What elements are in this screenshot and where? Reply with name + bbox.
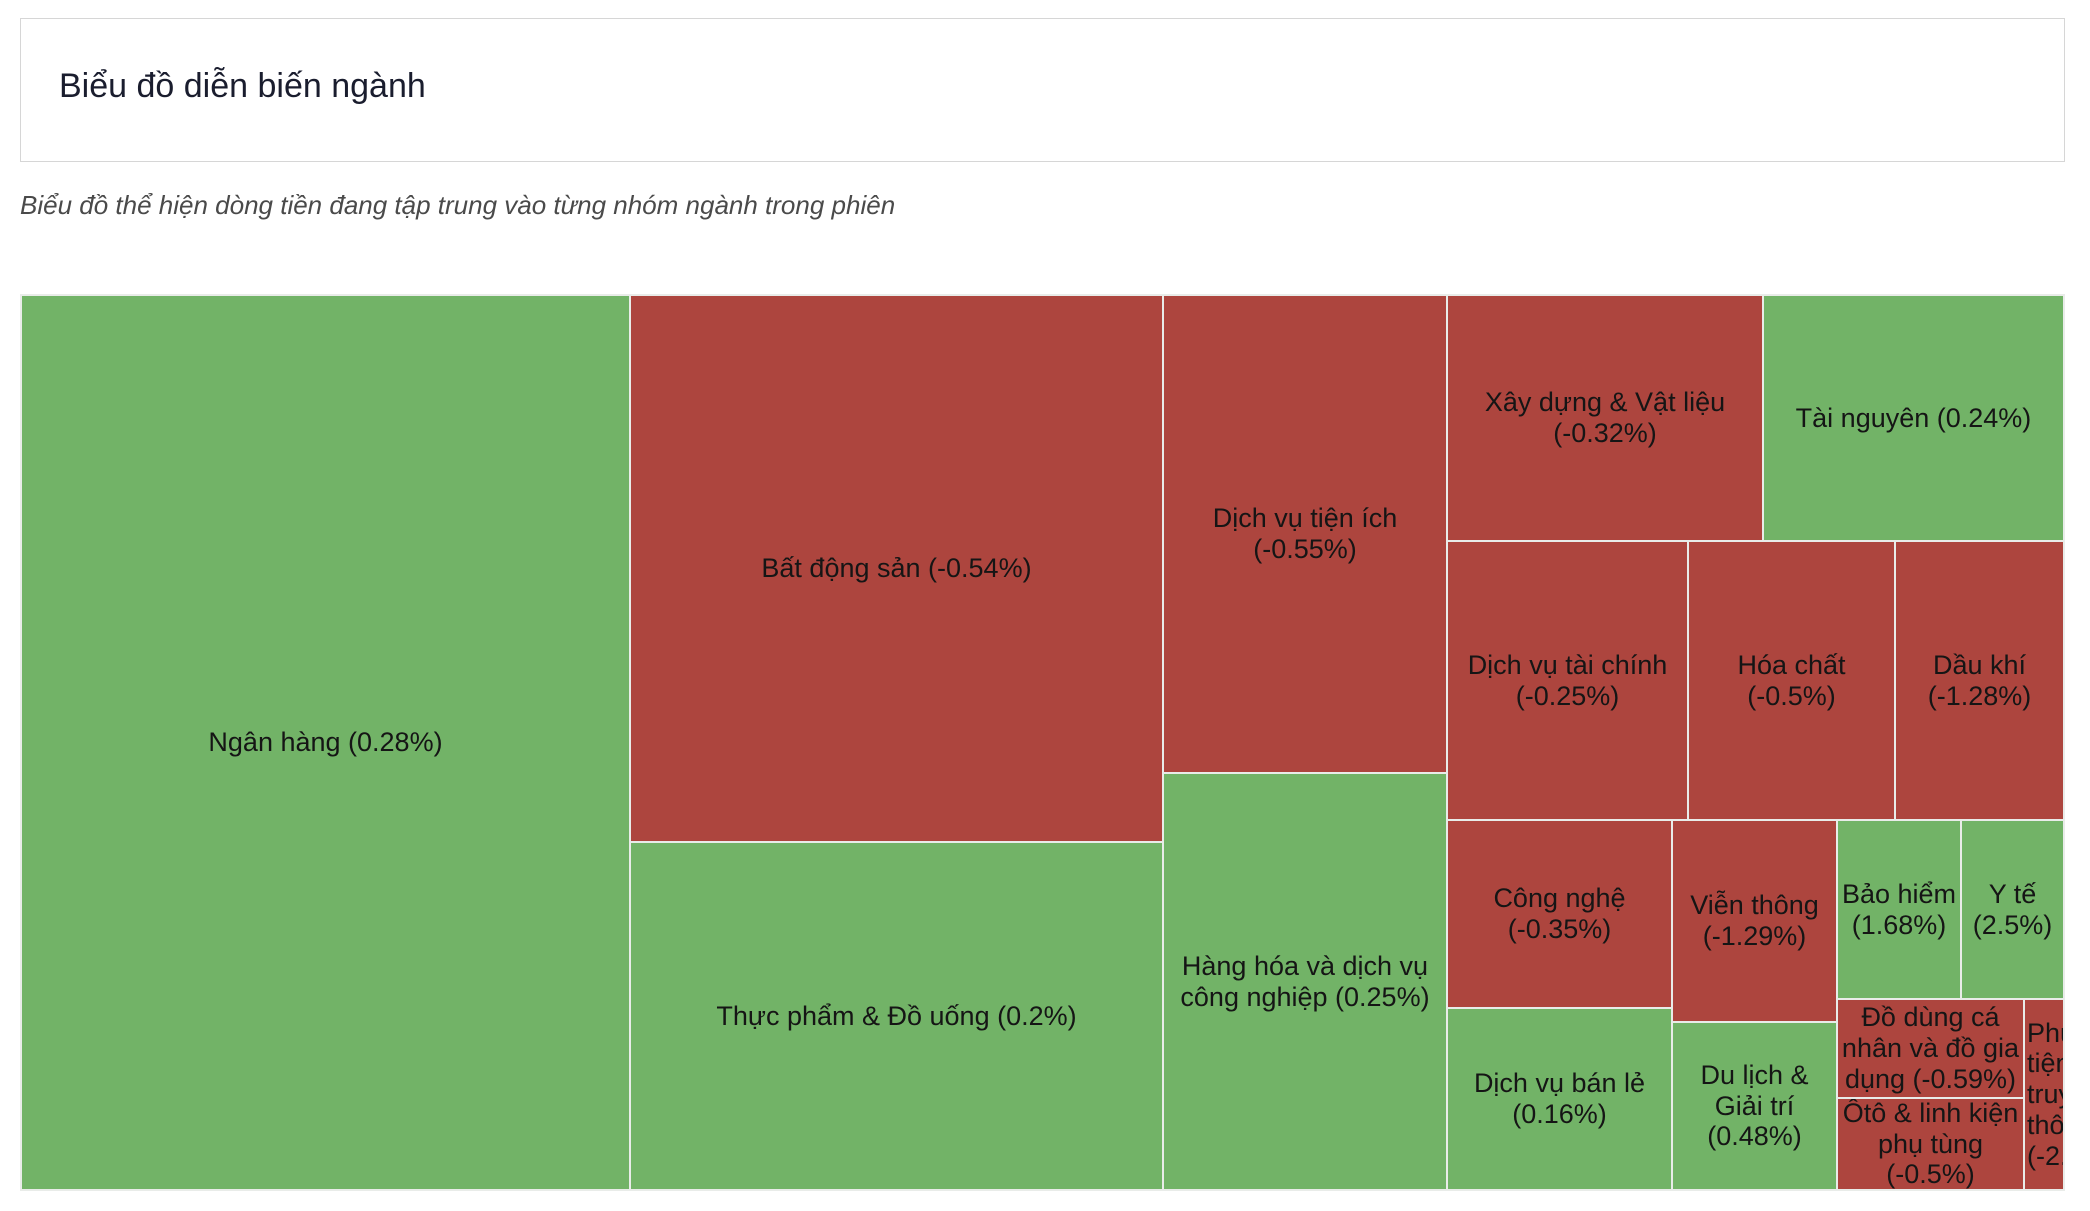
- chart-header-box: Biểu đồ diễn biến ngành: [20, 18, 2065, 162]
- tile-label-hoa-chat: Hóa chất (-0.5%): [1737, 649, 1846, 711]
- sector-treemap: Ngân hàng (0.28%) Bất động sản (-0.54%) …: [20, 294, 2065, 1191]
- tile-vien-thong[interactable]: Viễn thông (-1.29%): [1671, 819, 1838, 1023]
- tile-ngan-hang[interactable]: Ngân hàng (0.28%): [20, 294, 631, 1191]
- tile-thuc-pham-do-uong[interactable]: Thực phẩm & Đồ uống (0.2%): [629, 841, 1164, 1191]
- tile-bat-dong-san[interactable]: Bất động sản (-0.54%): [629, 294, 1164, 843]
- tile-phuong-tien-truyen-thong[interactable]: Phư tiện truy thôn (-2.0: [2023, 998, 2065, 1191]
- tile-label-dich-vu-tien-ich: Dịch vụ tiện ích (-0.55%): [1212, 503, 1398, 564]
- tile-tai-nguyen[interactable]: Tài nguyên (0.24%): [1762, 294, 2065, 542]
- tile-label-thuc-pham-do-uong: Thực phẩm & Đồ uống (0.2%): [716, 1000, 1077, 1031]
- tile-label-dich-vu-ban-le: Dịch vụ bán lẻ (0.16%): [1473, 1068, 1646, 1129]
- tile-label-ngan-hang: Ngân hàng (0.28%): [208, 727, 443, 758]
- tile-label-dau-khi: Dầu khí (-1.28%): [1927, 649, 2032, 711]
- tile-do-dung-ca-nhan[interactable]: Đồ dùng cá nhân và đồ gia dụng (-0.59%): [1836, 998, 2025, 1099]
- tile-cong-nghe[interactable]: Công nghệ (-0.35%): [1446, 819, 1673, 1009]
- tile-label-oto-linh-kien: Ôtô & linh kiện phụ tùng (-0.5%): [1842, 1097, 2019, 1190]
- tile-label-do-dung-ca-nhan: Đồ dùng cá nhân và đồ gia dụng (-0.59%): [1841, 1002, 2020, 1094]
- tile-y-te[interactable]: Y tế (2.5%): [1960, 819, 2065, 1000]
- tile-dich-vu-tai-chinh[interactable]: Dịch vụ tài chính (-0.25%): [1446, 540, 1689, 821]
- tile-dich-vu-ban-le[interactable]: Dịch vụ bán lẻ (0.16%): [1446, 1007, 1673, 1191]
- tile-label-phuong-tien-truyen-thong: Phư tiện truy thôn (-2.0: [2027, 1017, 2065, 1171]
- tile-dau-khi[interactable]: Dầu khí (-1.28%): [1894, 540, 2065, 821]
- tile-label-du-lich-giai-tri: Du lịch & Giải trí (0.48%): [1700, 1059, 1809, 1152]
- tile-oto-linh-kien[interactable]: Ôtô & linh kiện phụ tùng (-0.5%): [1836, 1097, 2025, 1191]
- tile-label-vien-thong: Viễn thông (-1.29%): [1690, 890, 1819, 951]
- page-title: Biểu đồ diễn biến ngành: [59, 67, 426, 105]
- tile-du-lich-giai-tri[interactable]: Du lịch & Giải trí (0.48%): [1671, 1021, 1838, 1191]
- tile-label-bat-dong-san: Bất động sản (-0.54%): [761, 553, 1032, 584]
- tile-xay-dung-vat-lieu[interactable]: Xây dựng & Vật liệu (-0.32%): [1446, 294, 1764, 542]
- tile-label-tai-nguyen: Tài nguyên (0.24%): [1795, 402, 2032, 433]
- tile-hoa-chat[interactable]: Hóa chất (-0.5%): [1687, 540, 1896, 821]
- tile-label-xay-dung-vat-lieu: Xây dựng & Vật liệu (-0.32%): [1484, 387, 1726, 448]
- tile-label-dich-vu-tai-chinh: Dịch vụ tài chính (-0.25%): [1467, 649, 1668, 711]
- chart-subtitle: Biểu đồ thể hiện dòng tiền đang tập trun…: [20, 190, 896, 220]
- tile-label-bao-hiem: Bảo hiểm (1.68%): [1841, 878, 1957, 940]
- tile-bao-hiem[interactable]: Bảo hiểm (1.68%): [1836, 819, 1962, 1000]
- tile-hang-hoa-dich-vu-cong-nghiep[interactable]: Hàng hóa và dịch vụ công nghiệp (0.25%): [1162, 772, 1448, 1191]
- tile-label-hang-hoa-dich-vu-cong-nghiep: Hàng hóa và dịch vụ công nghiệp (0.25%): [1180, 950, 1430, 1012]
- tile-label-cong-nghe: Công nghệ (-0.35%): [1493, 883, 1626, 944]
- tile-dich-vu-tien-ich[interactable]: Dịch vụ tiện ích (-0.55%): [1162, 294, 1448, 774]
- tile-label-y-te: Y tế (2.5%): [1972, 878, 2053, 940]
